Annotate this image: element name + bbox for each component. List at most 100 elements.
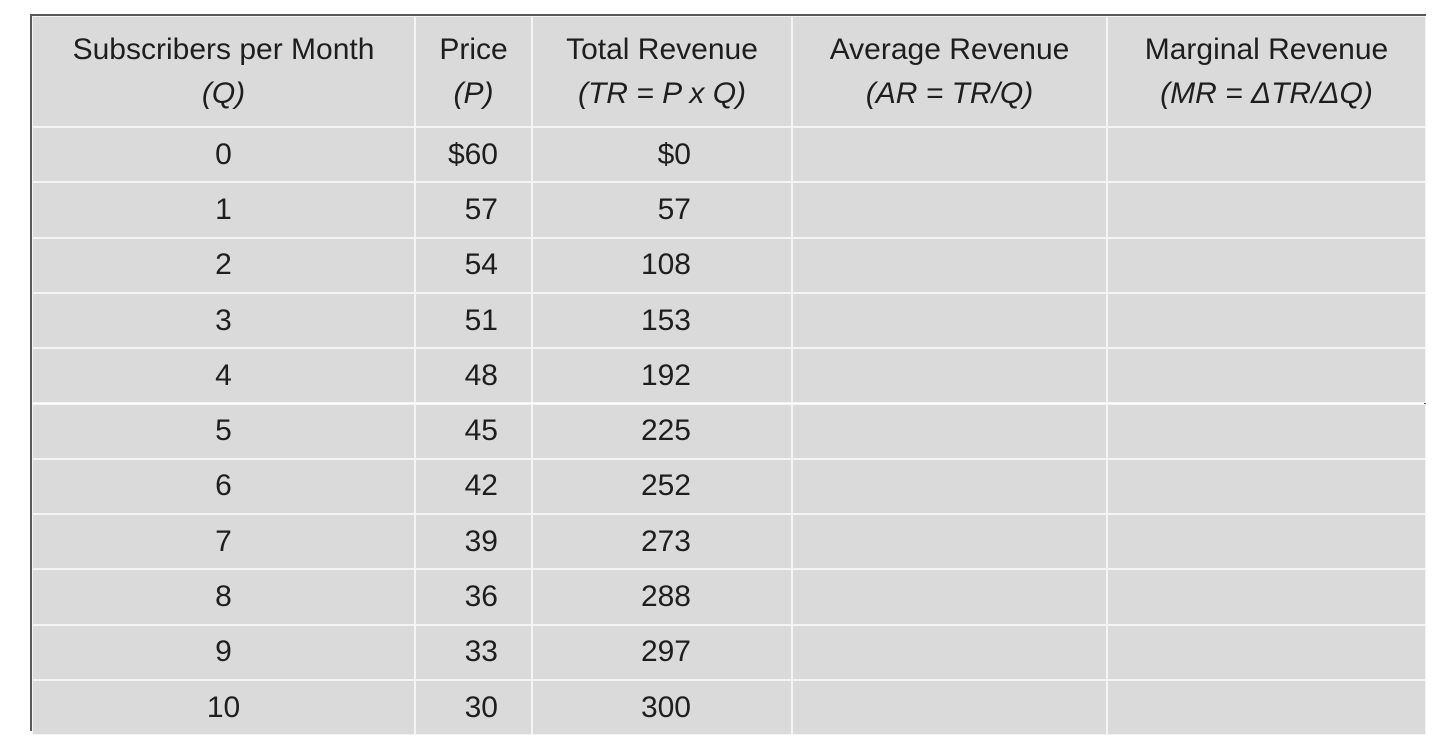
- empty-cell: [1107, 458, 1426, 515]
- data-cell: 30: [415, 680, 532, 736]
- cell-value: 225: [640, 414, 691, 448]
- cell-value: 33: [464, 635, 498, 669]
- empty-cell: [792, 292, 1107, 349]
- cell-value: $0: [657, 137, 691, 171]
- header-cell: Total Revenue (TR = P x Q): [532, 16, 792, 127]
- empty-cell: [1107, 514, 1426, 570]
- cell-value: 42: [464, 469, 498, 503]
- empty-cell: [1107, 127, 1426, 183]
- header-formula: (TR = P x Q): [577, 76, 747, 110]
- data-cell: 273: [532, 514, 792, 570]
- empty-cell: [1107, 348, 1426, 404]
- data-cell: 10: [32, 680, 415, 736]
- empty-cell: [792, 403, 1107, 459]
- data-cell: 2: [32, 237, 415, 293]
- empty-cell: [792, 458, 1107, 515]
- revenue-table: Subscribers per Month (Q) Price (P) Total Re…: [30, 14, 1426, 736]
- cell-value: 273: [640, 524, 691, 558]
- cell-value: 51: [464, 303, 498, 337]
- cell-value: 6: [215, 469, 232, 503]
- data-cell: 54: [415, 237, 532, 293]
- data-cell: 3: [32, 292, 415, 349]
- cell-value: 192: [640, 358, 691, 392]
- header-formula: (Q): [201, 76, 246, 110]
- data-cell: 192: [532, 348, 792, 404]
- data-cell: $60: [415, 127, 532, 183]
- data-cell: 48: [415, 348, 532, 404]
- data-cell: 8: [32, 569, 415, 625]
- data-cell: 33: [415, 624, 532, 680]
- cell-value: 2: [215, 248, 232, 282]
- data-cell: 45: [415, 403, 532, 459]
- empty-cell: [792, 348, 1107, 404]
- data-cell: 0: [32, 127, 415, 183]
- cell-value: 288: [640, 580, 691, 614]
- empty-cell: [792, 514, 1107, 570]
- data-cell: 57: [415, 182, 532, 238]
- cell-value: 9: [215, 635, 232, 669]
- cell-value: 1: [215, 192, 232, 226]
- data-cell: 7: [32, 514, 415, 570]
- data-cell: $0: [532, 127, 792, 183]
- cell-value: 36: [464, 580, 498, 614]
- empty-cell: [1107, 680, 1426, 736]
- empty-cell: [1107, 292, 1426, 349]
- header-cell: Average Revenue (AR = TR/Q): [792, 16, 1107, 127]
- cell-value: 45: [464, 414, 498, 448]
- empty-cell: [1107, 569, 1426, 625]
- data-cell: 6: [32, 458, 415, 515]
- cell-value: 8: [215, 580, 232, 614]
- cell-value: 57: [464, 192, 498, 226]
- empty-cell: [1107, 182, 1426, 238]
- cell-value: 48: [464, 358, 498, 392]
- cell-value: 0: [215, 137, 232, 171]
- data-cell: 39: [415, 514, 532, 570]
- header-formula: (P): [453, 76, 494, 110]
- cell-value: 153: [640, 303, 691, 337]
- cell-value: 300: [640, 690, 691, 724]
- header-formula: (AR = TR/Q): [865, 76, 1034, 110]
- data-cell: 300: [532, 680, 792, 736]
- cell-value: 4: [215, 358, 232, 392]
- cell-value: 54: [464, 248, 498, 282]
- empty-cell: [792, 569, 1107, 625]
- cell-value: 10: [206, 690, 241, 724]
- empty-cell: [792, 680, 1107, 736]
- header-title: Marginal Revenue: [1144, 32, 1389, 66]
- cell-value: 108: [640, 248, 691, 282]
- data-cell: 1: [32, 182, 415, 238]
- header-cell: Marginal Revenue (MR = ΔTR/ΔQ): [1107, 16, 1426, 127]
- data-cell: 153: [532, 292, 792, 349]
- cell-value: 252: [640, 469, 691, 503]
- data-cell: 225: [532, 403, 792, 459]
- cell-value: 57: [657, 192, 691, 226]
- header-title: Total Revenue: [566, 32, 758, 66]
- header-cell: Price (P): [415, 16, 532, 127]
- data-cell: 4: [32, 348, 415, 404]
- empty-cell: [1107, 237, 1426, 293]
- header-title: Average Revenue: [829, 32, 1070, 66]
- header-title: Price: [439, 32, 508, 66]
- cell-value: 5: [215, 414, 232, 448]
- data-cell: 36: [415, 569, 532, 625]
- header-title: Subscribers per Month: [72, 32, 375, 66]
- data-cell: 297: [532, 624, 792, 680]
- data-cell: 252: [532, 458, 792, 515]
- empty-cell: [1107, 624, 1426, 680]
- data-cell: 288: [532, 569, 792, 625]
- cell-value: 297: [640, 635, 691, 669]
- cell-value: 39: [464, 524, 498, 558]
- empty-cell: [792, 624, 1107, 680]
- empty-cell: [792, 237, 1107, 293]
- cell-value: 3: [215, 303, 232, 337]
- data-cell: 51: [415, 292, 532, 349]
- data-cell: 42: [415, 458, 532, 515]
- cell-value: 7: [215, 524, 232, 558]
- empty-cell: [1107, 403, 1426, 459]
- data-cell: 108: [532, 237, 792, 293]
- header-formula: (MR = ΔTR/ΔQ): [1160, 76, 1373, 110]
- empty-cell: [792, 182, 1107, 238]
- data-cell: 9: [32, 624, 415, 680]
- header-cell: Subscribers per Month (Q): [32, 16, 415, 127]
